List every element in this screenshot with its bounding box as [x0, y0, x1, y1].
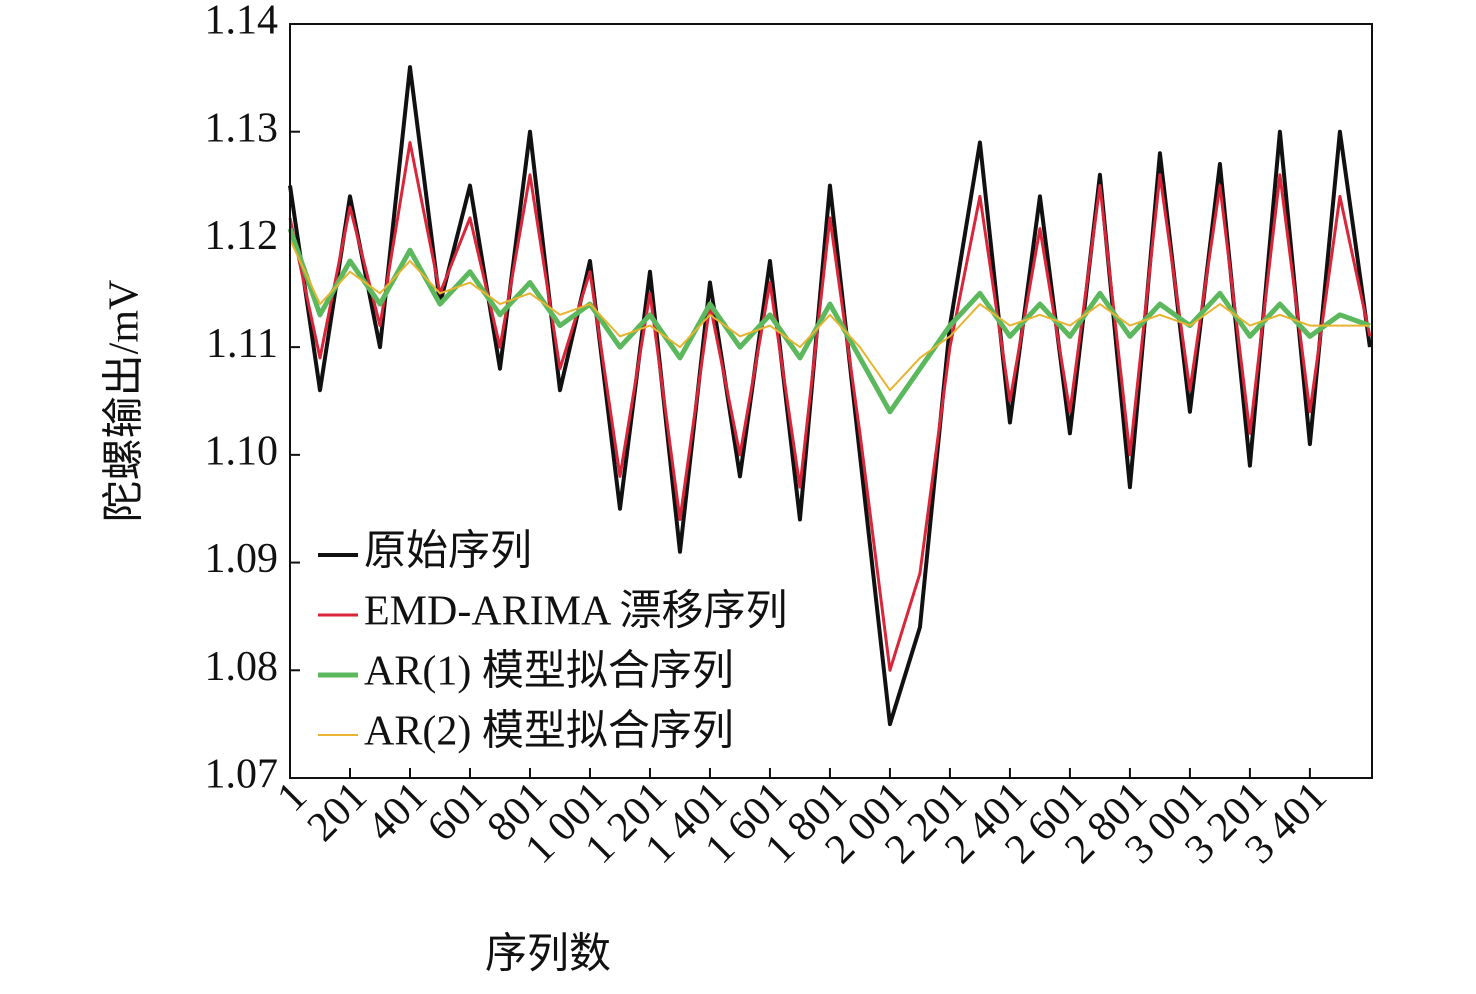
- y-tick-label: 1.12: [205, 213, 279, 259]
- y-tick-label: 1.08: [205, 644, 279, 690]
- y-tick-label: 1.13: [205, 105, 279, 151]
- y-tick-label: 1.11: [206, 321, 278, 367]
- legend-label: AR(1) 模型拟合序列: [364, 649, 734, 695]
- series-line: [289, 239, 1370, 392]
- plot-frame: [289, 23, 1373, 779]
- y-tick-label: 1.07: [205, 752, 279, 798]
- y-tick-label: 1.09: [205, 536, 279, 582]
- x-axis-label: 序列数: [485, 932, 611, 978]
- series-line: [288, 65, 1372, 727]
- series-line: [288, 140, 1372, 672]
- y-tick-label: 1.10: [205, 428, 279, 474]
- y-tick-label: 1.14: [205, 0, 279, 44]
- legend-label: EMD-ARIMA 漂移序列: [364, 589, 788, 635]
- legend-label: 原始序列: [364, 529, 532, 575]
- y-axis-label: 陀螺输出/mV: [102, 280, 148, 523]
- legend-label: AR(2) 模型拟合序列: [364, 709, 734, 755]
